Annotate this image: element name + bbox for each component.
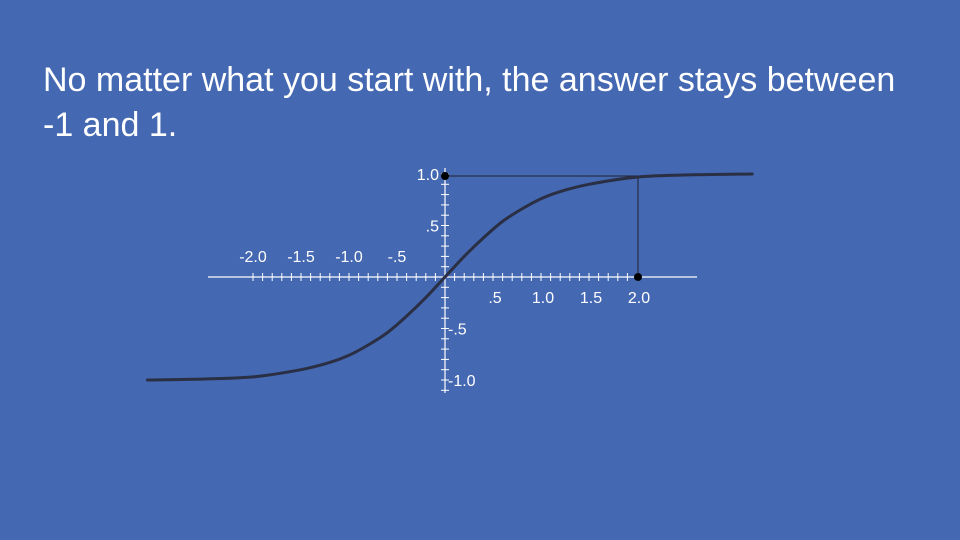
highlight-point [441, 172, 449, 180]
y-tick-label: -1.0 [448, 373, 476, 390]
y-tick-label: .5 [426, 219, 439, 236]
highlight-point [634, 273, 642, 281]
y-tick-label: 1.0 [417, 167, 439, 184]
y-tick-label: -.5 [448, 322, 467, 339]
slide-title: No matter what you start with, the answe… [43, 61, 896, 144]
x-tick-label: .5 [488, 290, 501, 307]
x-axis-ticks [252, 273, 638, 281]
x-tick-label: -2.0 [239, 249, 267, 266]
x-tick-label: -1.5 [287, 249, 315, 266]
x-axis-tick-labels: -2.0 -1.5 -1.0 -.5 .5 1.0 1.5 2.0 [239, 249, 650, 307]
y-axis-tick-labels: 1.0 .5 -.5 -1.0 [417, 167, 476, 390]
x-tick-label: -1.0 [335, 249, 363, 266]
highlight-points [441, 172, 642, 281]
curve-series [145, 172, 754, 382]
x-tick-label: -.5 [388, 249, 407, 266]
x-tick-label: 2.0 [628, 290, 650, 307]
x-tick-label: 1.0 [532, 290, 554, 307]
x-tick-label: 1.5 [580, 290, 602, 307]
